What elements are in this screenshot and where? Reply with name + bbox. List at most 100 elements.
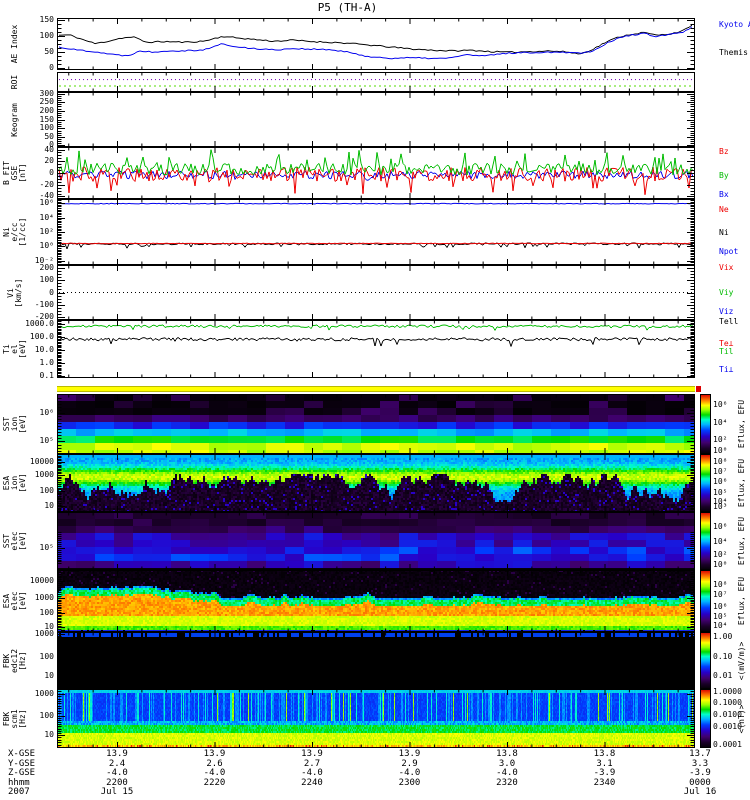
cbtick-esa-ion-0: 10⁸ [713, 456, 728, 466]
ytick-temp-2: 10.0 [34, 345, 54, 355]
panel-ae [57, 18, 695, 70]
cbtick-fbk-scm1-3: 0.0010 [713, 721, 742, 731]
bottom-cell-z-gse-6: -3.9 [689, 768, 711, 778]
right-label-bz: Bz [719, 147, 729, 157]
bottom-cell-y-gse-6: 3.3 [691, 758, 709, 769]
ytick-keogram-0: 300 [39, 88, 54, 98]
ylabel-text-ae: AE Index [10, 24, 19, 64]
right-label-te-: Te⊥ [719, 339, 734, 349]
ytick-sst-elec-0: 10⁵ [39, 542, 54, 552]
right-label-by: By [719, 171, 729, 181]
cbtick-fbk-scm1-1: 0.1000 [713, 698, 742, 708]
colorbar-sst-elec [700, 512, 711, 570]
roi-bar-end-marker [696, 386, 701, 392]
ytick-keogram-2: 200 [39, 105, 54, 115]
cbtick-esa-ion-4: 10⁴ [713, 496, 728, 506]
bottom-cell-x-gse-4: 13.8 [496, 749, 518, 759]
panel-esa-elec [57, 570, 695, 632]
right-label-themis-ae: Themis AE [719, 48, 748, 58]
ytick-fbk-edc12-2: 10 [44, 671, 54, 681]
panel-sst-ion [57, 394, 695, 454]
panel-temp [57, 320, 695, 378]
ytick-ae-1: 100 [39, 31, 54, 41]
right-label-tell: Tell [719, 316, 739, 326]
right-label-vix: Vix [719, 262, 734, 272]
ytick-vi-2: 0 [49, 287, 54, 297]
ytick-esa-elec-3: 10 [44, 622, 54, 632]
ytick-sst-ion-1: 10⁵ [39, 436, 54, 446]
ytick-fbk-scm1-0: 1000 [34, 688, 54, 698]
page-title: P5 (TH-A) [317, 1, 378, 14]
cblabel-sst-ion: Eflux, EFU [736, 394, 748, 454]
bottom-cell-y-gse-4: 3.0 [498, 758, 516, 769]
cbtick-fbk-edc12-1: 0.10 [713, 651, 733, 661]
bottom-cell-y-gse-2: 2.7 [303, 758, 321, 769]
ytick-sst-ion-0: 10⁶ [39, 408, 54, 418]
cbtick-sst-ion-1: 10⁴ [713, 417, 728, 427]
ytick-ni-0: 10⁶ [39, 198, 54, 208]
ytick-fbk-edc12-0: 1000 [34, 628, 54, 638]
ytick-bfit-2: 0 [49, 168, 54, 177]
ytick-keogram-4: 100 [39, 123, 54, 133]
right-label-bx: Bx [719, 189, 729, 199]
bottom-cell-hhmm-4: 2320 [496, 777, 518, 788]
ytick-bfit-3: -20 [39, 179, 54, 189]
ytick-ae-2: 50 [44, 47, 54, 57]
ytick-ni-1: 10⁴ [39, 212, 54, 222]
bottom-cell-2007-6: Jul 16 [683, 787, 717, 797]
panel-keogram [57, 92, 695, 147]
cblabel-sst-elec: Eflux, EFU [736, 512, 748, 570]
ytick-ae-3: 0 [49, 63, 54, 73]
bottom-row-header-z-gse: Z-GSE [8, 768, 36, 778]
ytick-bfit-0: 40 [44, 144, 54, 154]
ytick-keogram-3: 150 [39, 114, 54, 124]
ytick-keogram-1: 250 [39, 96, 54, 106]
bottom-cell-2007-0: Jul 15 [100, 787, 134, 797]
cblabel-esa-elec: Eflux, EFU [736, 570, 748, 632]
cblabel-fbk-scm1: <(nT)> [736, 689, 748, 748]
colorbar-fbk-edc12 [700, 632, 711, 689]
ytick-bfit-4: -40 [39, 191, 54, 201]
panel-vi [57, 265, 695, 320]
ytick-esa-elec-0: 10000 [29, 576, 54, 586]
ytick-temp-1: 100.0 [29, 332, 54, 342]
right-label-til: Til [719, 346, 734, 356]
cbtick-esa-elec-3: 10⁵ [713, 611, 728, 621]
ytick-keogram-6: 0 [49, 140, 54, 150]
bottom-cell-z-gse-1: -4.0 [203, 768, 226, 778]
bottom-cell-y-gse-5: 3.1 [596, 758, 613, 769]
ytick-keogram-5: 50 [44, 132, 54, 142]
cblabel-text-fbk-scm1: <(nT)> [737, 704, 746, 733]
ytick-vi-1: 100 [39, 274, 54, 284]
cblabel-text-sst-ion: Eflux, EFU [737, 399, 746, 449]
ytick-ni-3: 10⁰ [39, 241, 54, 251]
ylabel-text-sst-ion: SST ion [eV] [2, 414, 27, 434]
cbtick-esa-elec-1: 10⁷ [713, 589, 728, 599]
right-label-kyoto-ae: Kyoto AE [719, 19, 750, 29]
cblabel-text-esa-elec: Eflux, EFU [737, 576, 746, 626]
bottom-row-header-y-gse: Y-GSE [8, 758, 36, 769]
bottom-cell-x-gse-3: 13.9 [398, 749, 421, 759]
cbtick-fbk-scm1-4: 0.0001 [713, 740, 742, 750]
ytick-ae-0: 150 [39, 14, 54, 24]
right-label-ti-: Ti⊥ [719, 364, 734, 374]
right-label-npot: Npot [719, 246, 739, 256]
ylabel-text-roi: ROI [10, 74, 19, 90]
ytick-esa-elec-2: 100 [39, 608, 54, 618]
cbtick-sst-ion-3: 10⁰ [713, 446, 728, 455]
bottom-cell-z-gse-3: -4.0 [398, 768, 421, 778]
ytick-esa-elec-1: 1000 [34, 592, 54, 602]
ytick-temp-4: 0.1 [39, 371, 54, 381]
panel-ni [57, 199, 695, 265]
ytick-ni-4: 10⁻² [34, 255, 54, 265]
cbtick-fbk-scm1-0: 1.0000 [713, 686, 742, 696]
bottom-cell-hhmm-1: 2220 [203, 777, 226, 788]
panel-roi [57, 72, 695, 92]
ylabel-ae: AE Index [2, 18, 28, 70]
ytick-esa-ion-3: 10 [44, 501, 54, 511]
cblabel-esa-ion: Eflux, EFU [736, 454, 748, 512]
bottom-cell-x-gse-2: 13.9 [301, 749, 323, 759]
cbtick-esa-elec-4: 10⁴ [713, 621, 728, 631]
ytick-esa-ion-0: 10000 [29, 456, 54, 466]
ytick-fbk-edc12-1: 100 [39, 651, 54, 661]
